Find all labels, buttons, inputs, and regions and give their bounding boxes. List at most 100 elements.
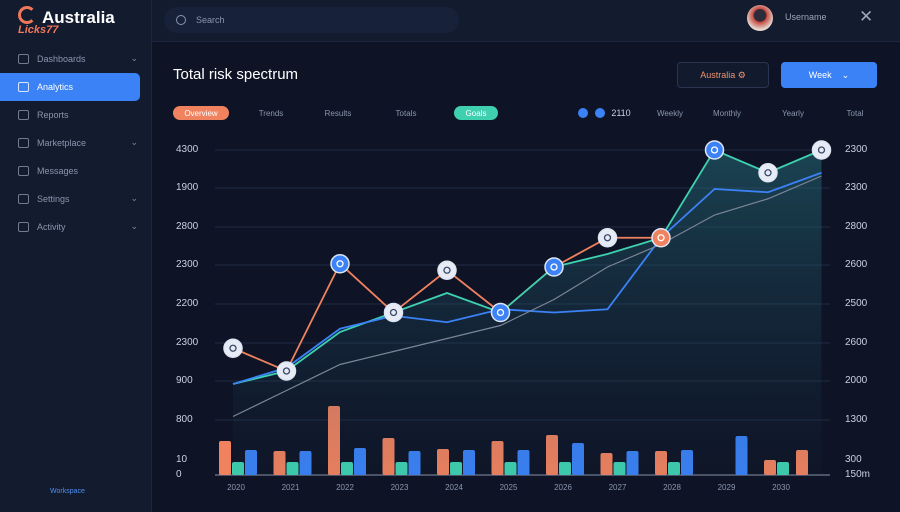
- y-tick-right: 2300: [845, 144, 868, 155]
- marker-inner: [550, 263, 558, 271]
- avatar[interactable]: [747, 5, 773, 31]
- data-point-marker[interactable]: [758, 163, 778, 183]
- marker-inner: [282, 367, 291, 375]
- line-blue: [232, 171, 822, 385]
- sidebar-item-label: Dashboards: [37, 54, 86, 64]
- legend-dot: [595, 108, 605, 118]
- tab-goals[interactable]: Goals: [454, 106, 498, 120]
- y-tick-left: 2800: [176, 221, 199, 232]
- data-point-marker[interactable]: [490, 302, 511, 323]
- bar-orange[interactable]: [219, 441, 231, 475]
- x-tick: 2020: [227, 483, 245, 492]
- nav-icon: [18, 194, 29, 204]
- x-tick: 2022: [336, 483, 354, 492]
- sidebar-item-label: Marketplace: [37, 138, 87, 148]
- data-point-marker[interactable]: [704, 140, 725, 160]
- x-tick: 2027: [608, 483, 627, 492]
- x-tick: 2028: [663, 483, 681, 492]
- data-point-marker[interactable]: [811, 140, 832, 160]
- x-tick: 2026: [554, 483, 572, 492]
- y-tick-right: 2500: [845, 298, 868, 309]
- chevron-down-icon: ⌄: [130, 193, 138, 203]
- legend-monthly[interactable]: Monthly: [712, 108, 741, 118]
- legend-weekly[interactable]: Weekly: [656, 108, 684, 118]
- page-title: Total risk spectrum: [173, 66, 299, 83]
- x-tick: 2030: [772, 483, 790, 492]
- tab-trends[interactable]: Trends: [258, 108, 284, 118]
- sidebar-item-label: Settings: [37, 194, 70, 204]
- y-tick-left: 2200: [176, 298, 199, 309]
- sidebar-nav: Dashboards ⌄ Analytics Reports Marketplace ⌄ M…: [0, 45, 152, 241]
- data-point-marker[interactable]: [383, 302, 404, 323]
- marker-inner: [229, 344, 237, 352]
- sidebar-footer[interactable]: Workspace: [50, 488, 85, 495]
- logo-icon: [18, 6, 36, 24]
- y-tick-left: 800: [176, 414, 193, 425]
- close-icon[interactable]: ✕: [859, 7, 874, 26]
- region-button[interactable]: Australia ⚙: [677, 62, 769, 88]
- marker-inner: [817, 146, 826, 154]
- sidebar-item-dashboards[interactable]: Dashboards ⌄: [0, 45, 152, 73]
- period-dropdown[interactable]: Week ⌄: [781, 62, 877, 88]
- tab-overview[interactable]: Overview: [173, 106, 229, 120]
- marker-inner: [443, 266, 451, 274]
- legend-dot: [578, 108, 588, 118]
- y-tick-right: 150m: [845, 469, 871, 480]
- marker-inner: [496, 308, 505, 317]
- brand-subtitle: Licks77: [18, 24, 59, 36]
- y-tick-left: 10: [176, 454, 188, 465]
- sidebar-item-label: Messages: [37, 166, 79, 176]
- x-tick: 2024: [445, 483, 463, 492]
- y-tick-left: 0: [176, 469, 182, 480]
- y-tick-right: 2800: [845, 221, 868, 232]
- y-tick-right: 2300: [845, 182, 868, 193]
- data-point-marker[interactable]: [544, 257, 564, 277]
- y-tick-left: 4300: [176, 144, 199, 155]
- search-placeholder: Search: [196, 15, 225, 25]
- x-tick: 2029: [717, 483, 736, 492]
- data-point-marker[interactable]: [651, 228, 671, 248]
- marker-inner: [657, 234, 665, 242]
- sidebar-item-activity[interactable]: Activity ⌄: [0, 213, 152, 241]
- sidebar-item-label: Reports: [37, 110, 69, 120]
- search-input[interactable]: Search: [164, 7, 459, 33]
- sidebar-item-label: Analytics: [37, 82, 74, 92]
- nav-icon: [18, 222, 29, 232]
- sidebar-item-messages[interactable]: Messages: [0, 157, 152, 185]
- marker-inner: [710, 146, 719, 154]
- nav-icon: [18, 138, 29, 148]
- sidebar-item-reports[interactable]: Reports: [0, 101, 152, 129]
- y-tick-right: 300: [845, 454, 862, 465]
- y-tick-left: 900: [176, 375, 193, 386]
- data-point-marker[interactable]: [276, 361, 297, 381]
- legend-yearly[interactable]: Yearly: [782, 108, 804, 118]
- sidebar-item-marketplace[interactable]: Marketplace ⌄: [0, 129, 152, 157]
- sidebar-item-analytics[interactable]: Analytics: [0, 73, 140, 101]
- marker-inner: [603, 234, 612, 242]
- username[interactable]: Username: [785, 12, 827, 22]
- x-tick: 2021: [281, 483, 300, 492]
- tab-results[interactable]: Results: [324, 108, 352, 118]
- sidebar-item-label: Activity: [37, 222, 66, 232]
- chevron-down-icon: ⌄: [841, 69, 850, 80]
- sidebar-item-settings[interactable]: Settings ⌄: [0, 185, 152, 213]
- legend-total[interactable]: Total: [846, 108, 864, 118]
- data-point-marker[interactable]: [223, 338, 243, 358]
- y-tick-right: 2000: [845, 375, 868, 386]
- tab-totals[interactable]: Totals: [395, 108, 417, 118]
- x-tick: 2023: [390, 483, 409, 492]
- sidebar: Australia Licks77 Dashboards ⌄ Analytics Re…: [0, 0, 152, 512]
- chevron-down-icon: ⌄: [130, 221, 138, 231]
- search-icon: [176, 15, 186, 25]
- nav-icon: [18, 82, 29, 92]
- data-point-marker[interactable]: [330, 254, 350, 274]
- data-point-marker[interactable]: [597, 228, 618, 248]
- line-gray: [232, 175, 822, 418]
- marker-inner: [389, 308, 398, 317]
- x-tick: 2025: [499, 483, 518, 492]
- marker-inner: [764, 169, 772, 177]
- chevron-down-icon: ⌄: [130, 137, 138, 147]
- data-point-marker[interactable]: [437, 260, 457, 280]
- y-tick-left: 2300: [176, 337, 199, 348]
